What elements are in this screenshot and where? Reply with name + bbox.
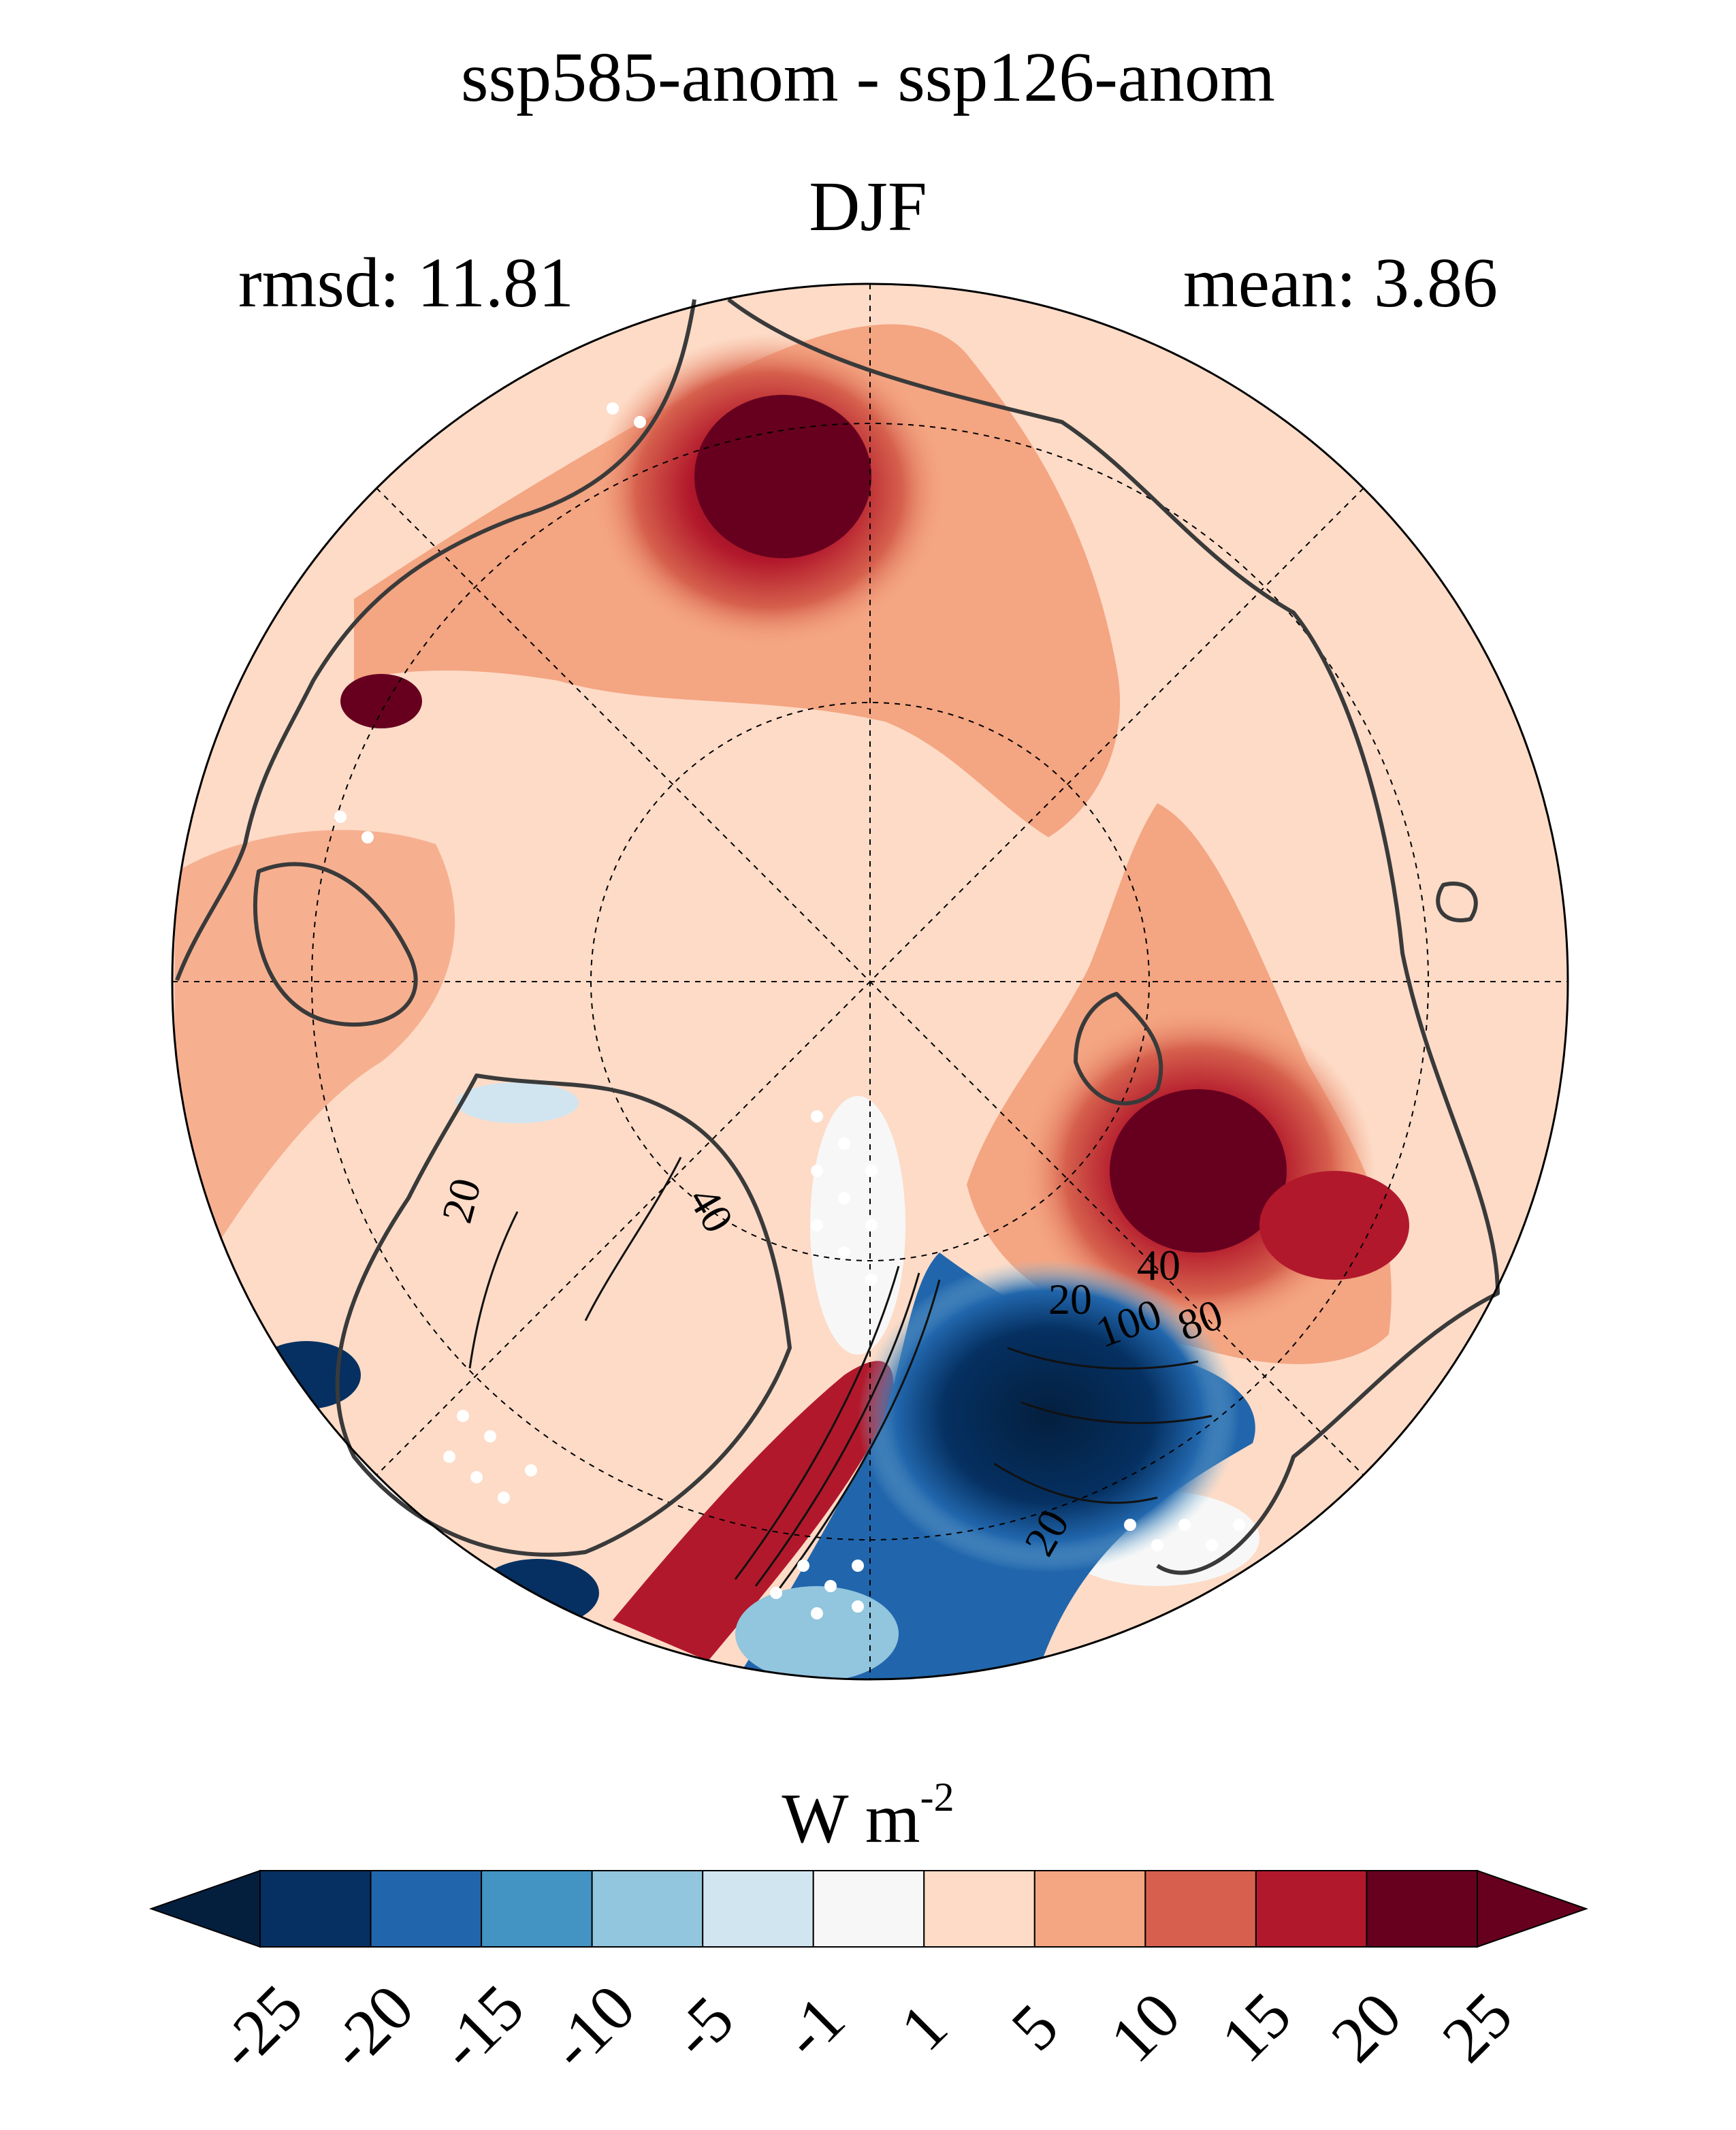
map-boundary <box>171 283 1569 1681</box>
season-label: DJF <box>809 167 927 246</box>
polar-map: 20 40 20 40 100 80 20 <box>171 283 1569 1681</box>
colorbar-units: W m-2 <box>0 1777 1736 1854</box>
red-max-west <box>340 674 422 728</box>
red-max-north-core <box>694 395 871 558</box>
units-exponent: -2 <box>920 1775 954 1820</box>
red-max-east-core <box>1110 1089 1287 1253</box>
contour-label: 40 <box>1137 1241 1180 1289</box>
white-patch-1 <box>810 1096 905 1355</box>
mean-stat: mean: 3.86 <box>1183 244 1498 322</box>
colorbar-swatch <box>481 1870 593 1948</box>
colorbar-swatch <box>812 1870 925 1948</box>
colorbar-swatch <box>923 1870 1035 1948</box>
orange-band-west <box>174 830 455 1266</box>
colorbar-swatch <box>702 1870 814 1948</box>
rmsd-stat: rmsd: 11.81 <box>238 244 575 322</box>
units-main: W m <box>782 1779 920 1858</box>
colorbar-over-triangle <box>1477 1869 1589 1948</box>
colorbar-swatch <box>370 1870 483 1948</box>
contour-label: 20 <box>1048 1275 1092 1323</box>
map-title: ssp585-anom - ssp126-anom <box>461 38 1275 116</box>
stippling <box>334 402 1245 1619</box>
graticule <box>172 284 1568 1679</box>
contour-lines <box>468 1157 1212 1594</box>
colorbar-swatch <box>591 1870 704 1948</box>
red-ridge-south <box>613 1361 894 1661</box>
contour-label-group: 20 40 20 40 100 80 20 <box>432 1173 1229 1564</box>
coastlines <box>175 297 1500 1575</box>
colorbar-swatch <box>259 1870 372 1948</box>
blue-min-core <box>858 1259 1239 1572</box>
colorbar-swatch <box>1366 1870 1479 1948</box>
light-blue-patch <box>456 1082 579 1123</box>
colorbar-swatch <box>1033 1870 1146 1948</box>
red-max-southeast <box>1259 1171 1409 1280</box>
colorbar-under-triangle <box>148 1869 261 1948</box>
colorbar-swatch <box>1144 1870 1257 1948</box>
colorbar-swatch <box>1255 1870 1368 1948</box>
